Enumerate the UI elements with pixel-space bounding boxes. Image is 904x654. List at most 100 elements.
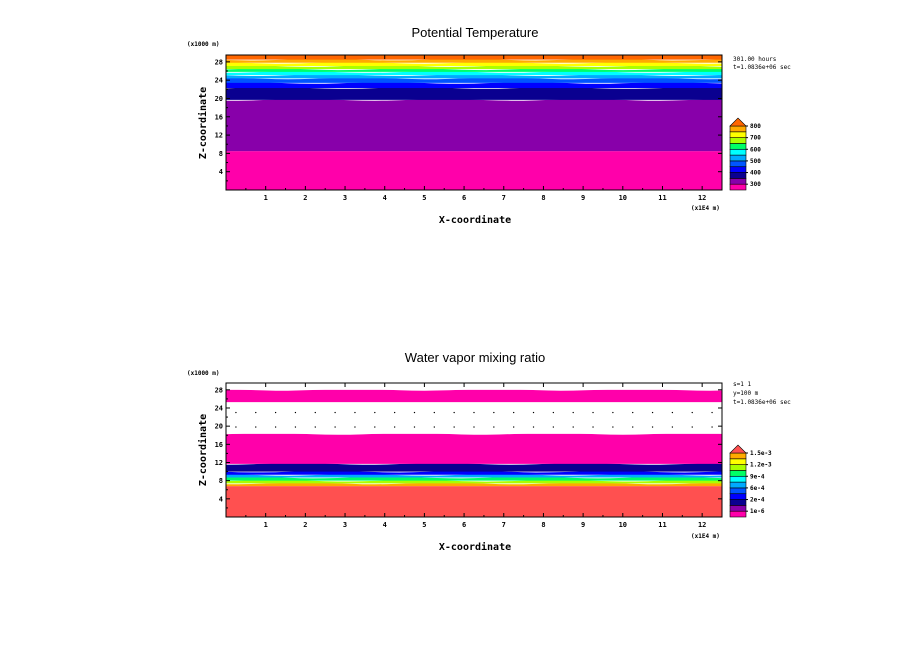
contour-band [226, 401, 722, 434]
chart-title: Potential Temperature [412, 25, 539, 40]
x-tick-label: 7 [502, 521, 506, 529]
colorbar-segment [730, 126, 746, 132]
y-unit-label: (x1000 m) [187, 41, 220, 48]
stipple-dot [553, 412, 554, 413]
stipple-dot [275, 412, 276, 413]
stipple-dot [493, 426, 494, 427]
stipple-dot [592, 412, 593, 413]
colorbar-segment [730, 138, 746, 144]
x-axis-label: X-coordinate [439, 214, 511, 226]
stipple-dot [453, 412, 454, 413]
colorbar-segment [730, 505, 746, 511]
x-tick-label: 3 [343, 521, 347, 529]
contour-band [226, 389, 722, 402]
x-tick-label: 8 [541, 194, 545, 202]
colorbar-label: 300 [750, 181, 761, 188]
x-tick-label: 6 [462, 521, 466, 529]
colorbar-segment [730, 500, 746, 506]
x-tick-label: 4 [383, 521, 387, 529]
x-axis-label: X-coordinate [439, 541, 511, 553]
contour-band [226, 486, 722, 517]
stipple-dot [592, 426, 593, 427]
stipple-dot [334, 426, 335, 427]
stipple-dot [672, 426, 673, 427]
stipple-dot [533, 426, 534, 427]
stipple-dot [434, 426, 435, 427]
stipple-dot [315, 412, 316, 413]
y-axis-label: Z-coordinate [197, 87, 209, 159]
colorbar-segment [730, 167, 746, 173]
stipple-dot [711, 412, 712, 413]
colorbar-segment [730, 482, 746, 488]
x-tick-label: 11 [658, 194, 666, 202]
colorbar-segment [730, 453, 746, 459]
colorbar-label: 700 [750, 135, 761, 142]
stipple-dot [533, 412, 534, 413]
colorbar-segment [730, 488, 746, 494]
x-tick-label: 4 [383, 194, 387, 202]
stipple-dot [573, 412, 574, 413]
contour-band [226, 55, 722, 60]
info-line-1: 301.00 hours [733, 56, 777, 63]
stipple-dot [453, 426, 454, 427]
contour-band [226, 87, 722, 100]
colorbar-label: 1e-6 [750, 508, 765, 515]
contour-band [226, 383, 722, 390]
x-tick-label: 1 [264, 194, 268, 202]
stipple-dot [315, 426, 316, 427]
colorbar-segment [730, 132, 746, 138]
colorbar-segment [730, 178, 746, 184]
y-tick-label: 24 [215, 404, 223, 412]
stipple-dot [632, 412, 633, 413]
y-tick-label: 24 [215, 77, 223, 85]
colorbar-label: 6e-4 [750, 485, 765, 492]
y-axis-label: Z-coordinate [197, 414, 209, 486]
x-tick-label: 8 [541, 521, 545, 529]
stipple-dot [354, 426, 355, 427]
x-tick-label: 5 [422, 521, 426, 529]
x-tick-label: 7 [502, 194, 506, 202]
y-tick-label: 4 [219, 495, 223, 503]
info-line-2: y=100 m [733, 390, 759, 397]
colorbar: 1e-62e-46e-49e-41.2e-31.5e-3 [730, 445, 772, 517]
stipple-dot [414, 412, 415, 413]
stipple-dot [553, 426, 554, 427]
y-tick-label: 28 [215, 58, 223, 66]
colorbar-segment [730, 143, 746, 149]
x-tick-label: 2 [303, 194, 307, 202]
colorbar-label: 800 [750, 123, 761, 130]
x-tick-label: 10 [619, 521, 627, 529]
x-tick-label: 12 [698, 194, 706, 202]
colorbar: 300 400 500 600 700 800 [730, 118, 761, 190]
stipple-dot [513, 412, 514, 413]
stipple-dot [235, 426, 236, 427]
y-unit-label: (x1000 m) [187, 370, 220, 377]
y-tick-label: 12 [215, 459, 223, 467]
x-tick-label: 11 [658, 521, 666, 529]
stipple-dot [692, 412, 693, 413]
x-tick-label: 2 [303, 521, 307, 529]
colorbar-label: 1.5e-3 [750, 450, 772, 457]
colorbar-segment [730, 459, 746, 465]
stipple-dot [255, 412, 256, 413]
colorbar-label: 2e-4 [750, 497, 765, 504]
stipple-dot [632, 426, 633, 427]
colorbar-segment [730, 173, 746, 179]
y-tick-label: 4 [219, 168, 223, 176]
y-tick-label: 28 [215, 386, 223, 394]
x-unit-label: (x1E4 m) [691, 533, 720, 540]
colorbar-segment [730, 149, 746, 155]
colorbar-segment [730, 470, 746, 476]
info-line-3: t=1.0836e+06 sec [733, 399, 791, 406]
contour-band [226, 433, 722, 464]
colorbar-segment [730, 465, 746, 471]
stipple-dot [672, 412, 673, 413]
stipple-dot [513, 426, 514, 427]
colorbar-segment [730, 161, 746, 167]
colorbar-segment [730, 476, 746, 482]
stipple-dot [374, 426, 375, 427]
colorbar-label: 9e-4 [750, 473, 765, 480]
colorbar-label: 600 [750, 146, 761, 153]
